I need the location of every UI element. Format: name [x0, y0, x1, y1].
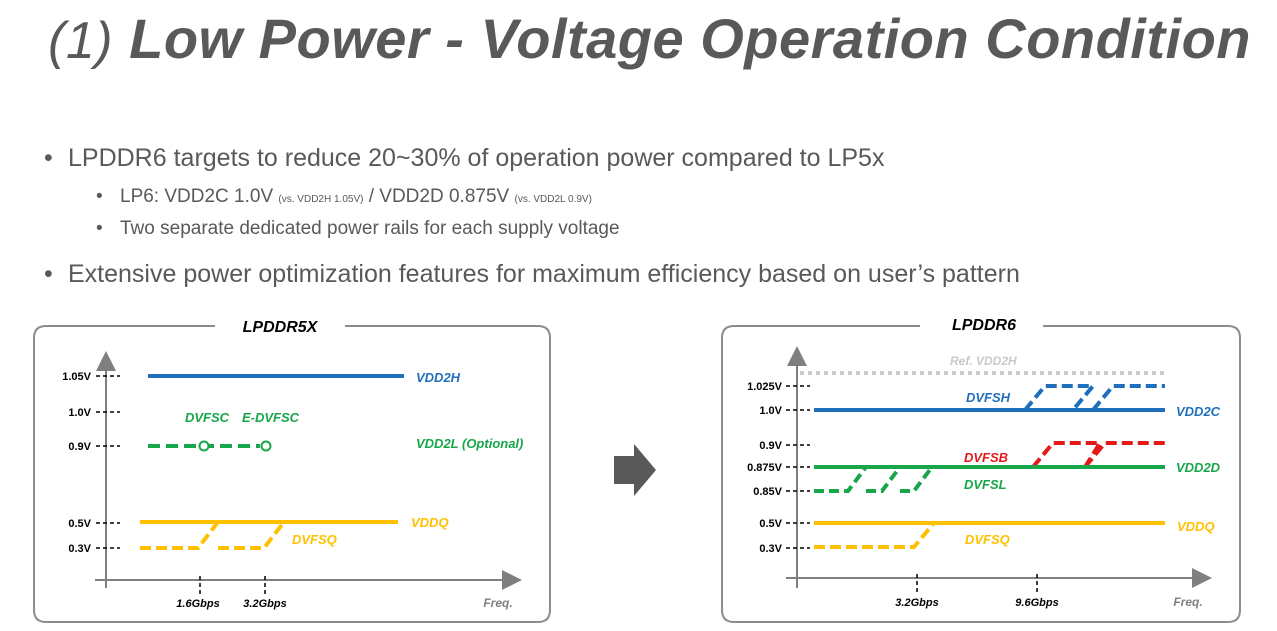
lpddr6-dvfsl-step-2 [866, 465, 902, 493]
lpddr6-title: LPDDR6 [952, 317, 1016, 334]
lpddr5x-vdd2l-label: VDD2L (Optional) [416, 436, 523, 451]
title-text: Low Power - Voltage Operation Condition [129, 7, 1251, 70]
lpddr6-ytick-3: 0.9V [759, 440, 782, 452]
lpddr5x-edvfsc-label: E-DVFSC [242, 410, 300, 425]
bullet-1a-small2: (vs. VDD2L 0.9V) [514, 194, 592, 205]
bullet-1a-small1: (vs. VDD2H 1.05V) [278, 194, 364, 205]
lpddr6-dvfsb-label: DVFSB [964, 450, 1008, 465]
lpddr5x-vdd2h-label: VDD2H [416, 370, 461, 385]
lpddr6-ytick-1: 1.025V [747, 381, 783, 393]
lpddr5x-ytick-5: 0.3V [68, 543, 91, 555]
lpddr6-vddq-label: VDDQ [1177, 519, 1215, 534]
lpddr5x-dvfsc-point [198, 440, 210, 452]
lpddr5x-frame [33, 325, 551, 623]
lpddr5x-dvfsc-label: DVFSC [185, 410, 230, 425]
lpddr6-x-axis-label: Freq. [1173, 595, 1202, 609]
lpddr5x-xtick-1: 1.6Gbps [176, 598, 219, 610]
bullet-1-text: LPDDR6 targets to reduce 20~30% of opera… [68, 144, 885, 172]
lpddr5x-xtick-2: 3.2Gbps [243, 598, 286, 610]
title-number: (1) [48, 12, 114, 70]
lpddr5x-ytick-3: 0.9V [68, 441, 91, 453]
lpddr5x-ytick-1: 1.05V [62, 371, 91, 383]
lpddr6-ytick-4: 0.875V [747, 462, 783, 474]
lpddr6-ytick-6: 0.5V [759, 518, 782, 530]
lpddr6-dvfsl-step-3 [900, 465, 934, 493]
lpddr5x-panel: LPDDR5X 1.05V 1.0V 0.9V 0.5V 0.3V 1.6Gbp… [33, 319, 551, 623]
bullet-1a-main1: LP6: VDD2C 1.0V [120, 186, 279, 207]
lpddr5x-dvfsq-step-2 [218, 520, 286, 550]
lpddr6-ytick-2: 1.0V [759, 405, 782, 417]
lpddr6-ytick-7: 0.3V [759, 543, 782, 555]
lpddr6-dvfsh-label: DVFSH [966, 390, 1011, 405]
lpddr5x-x-axis-label: Freq. [483, 596, 512, 610]
bullet-1b-text: Two separate dedicated power rails for e… [120, 218, 620, 239]
lpddr6-ytick-5: 0.85V [753, 486, 782, 498]
lpddr5x-dvfsq-label: DVFSQ [292, 532, 337, 547]
lpddr5x-title: LPDDR5X [243, 319, 319, 336]
lpddr6-dvfsq-step [814, 521, 936, 549]
lpddr5x-ytick-4: 0.5V [68, 518, 91, 530]
lpddr6-frame [721, 325, 1241, 623]
page-title: (1) Low Power - Voltage Operation Condit… [48, 6, 1251, 71]
lpddr6-xtick-1: 3.2Gbps [895, 597, 938, 609]
lpddr6-xtick-2: 9.6Gbps [1015, 597, 1058, 609]
lpddr6-ref-label: Ref. VDD2H [950, 354, 1017, 368]
lpddr6-vdd2c-label: VDD2C [1176, 404, 1221, 419]
lpddr6-dvfsl-step-1 [814, 465, 868, 493]
lpddr5x-vddq-label: VDDQ [411, 515, 449, 530]
transition-arrow-icon [614, 444, 656, 496]
lpddr6-dvfsq-label: DVFSQ [965, 532, 1010, 547]
bullet-1a-main2: / VDD2D 0.875V [363, 186, 515, 207]
lpddr6-dvfsb-step-1 [1031, 441, 1104, 469]
lpddr6-panel: LPDDR6 Ref. VDD2H 1.025V 1.0V 0.9V 0.875… [721, 317, 1241, 623]
lpddr6-dvfsl-label: DVFSL [964, 477, 1007, 492]
lpddr5x-edvfsc-point [260, 440, 272, 452]
lpddr6-dvfsh-step-1 [1023, 384, 1098, 412]
lpddr5x-dvfsq-step-1 [140, 520, 220, 550]
lpddr6-dvfsb-step-2 [1083, 441, 1165, 469]
bullet-2-text: Extensive power optimization features fo… [68, 260, 1020, 288]
lpddr6-vdd2d-label: VDD2D [1176, 460, 1221, 475]
lpddr5x-ytick-2: 1.0V [68, 407, 91, 419]
lpddr6-dvfsh-step-2 [1091, 384, 1165, 412]
